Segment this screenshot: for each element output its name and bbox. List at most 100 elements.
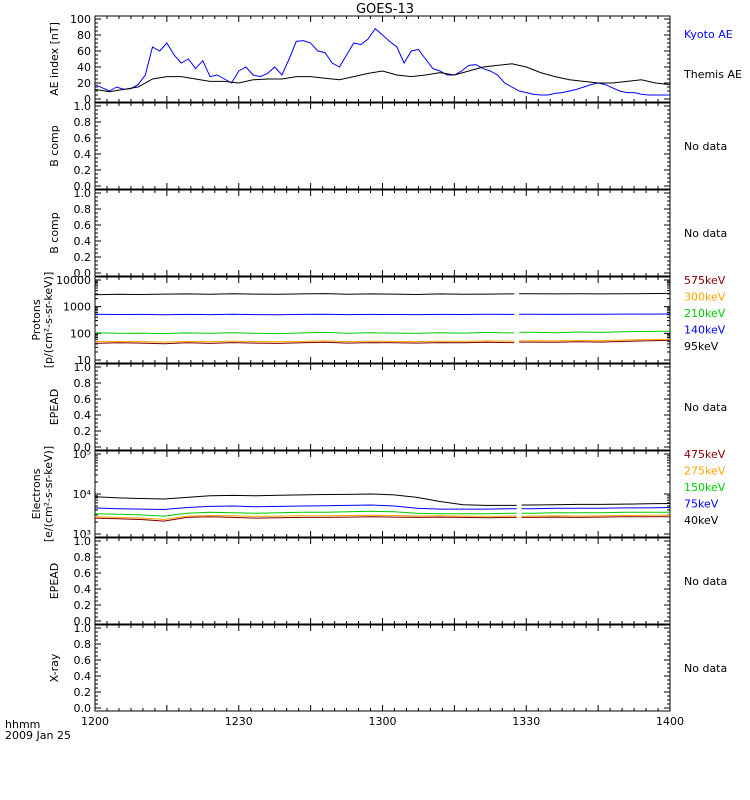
panel-frame bbox=[94, 189, 671, 277]
ytick-label: 0.2 bbox=[74, 599, 92, 612]
y-axis-unit-label: [e/(cm²-s-sr-keV)] bbox=[42, 446, 55, 542]
ytick-label: 0.0 bbox=[74, 441, 92, 454]
y-axis-label: Protons bbox=[30, 299, 43, 340]
series-line-themis-ae bbox=[94, 63, 671, 93]
series-line-140kev bbox=[94, 313, 515, 316]
time-axis: 1200 1230 1300 1330 1400 bbox=[81, 715, 684, 728]
panel-stack: 0 20 40 60 80 100 AE index [nT] Kyoto AE Themis … bbox=[30, 13, 742, 715]
series-line-150kev bbox=[521, 511, 670, 514]
ytick-label: 0.8 bbox=[74, 377, 92, 390]
ytick-label: 20 bbox=[77, 77, 91, 90]
date-label: 2009 Jan 25 bbox=[5, 729, 71, 742]
ytick-label: 0.0 bbox=[74, 702, 92, 715]
ytick-label: 0.2 bbox=[74, 251, 92, 264]
series-line-275kev bbox=[521, 514, 670, 517]
y-axis-label: Electrons bbox=[30, 468, 43, 519]
panel-frame bbox=[94, 363, 671, 451]
ytick-label: 0.0 bbox=[74, 267, 92, 280]
panel-frame bbox=[94, 276, 671, 364]
time-tick-label: 1330 bbox=[512, 715, 540, 728]
panel-bcomp2: 0.0 0.2 0.4 0.6 0.8 1.0 B comp No data bbox=[48, 187, 727, 280]
ytick-label: 10000 bbox=[56, 274, 91, 287]
panel-electrons: 10³ 10⁴ 10⁵ Electrons [e/(cm²-s-sr-keV)] 475k… bbox=[30, 446, 726, 542]
ytick-label: 0.6 bbox=[74, 219, 92, 232]
ytick-label: 1.0 bbox=[74, 187, 92, 200]
ytick-label: 0.4 bbox=[74, 670, 92, 683]
ytick-label: 0.4 bbox=[74, 583, 92, 596]
legend-entry: Kyoto AE bbox=[684, 28, 733, 41]
series-line-150kev bbox=[94, 510, 517, 517]
legend-entry: 275keV bbox=[684, 465, 726, 478]
y-axis-label: B comp bbox=[48, 125, 61, 167]
ytick-label: 10³ bbox=[73, 528, 91, 541]
panel-frame bbox=[94, 15, 671, 103]
panel-bcomp1: 0.0 0.2 0.4 0.6 0.8 1.0 B comp No data bbox=[48, 100, 727, 193]
ytick-label: 0.4 bbox=[74, 148, 92, 161]
legend-entry: 475keV bbox=[684, 448, 726, 461]
series-line-575kev bbox=[94, 341, 515, 345]
ytick-label: 0.0 bbox=[74, 180, 92, 193]
time-tick-label: 1400 bbox=[656, 715, 684, 728]
plot-title: GOES-13 bbox=[356, 2, 414, 17]
series-line-475kev bbox=[94, 516, 517, 522]
ytick-label: 0.2 bbox=[74, 164, 92, 177]
no-data-status: No data bbox=[684, 227, 727, 240]
ytick-label: 0.2 bbox=[74, 686, 92, 699]
ytick-label: 100 bbox=[70, 13, 91, 26]
legend-entry: 140keV bbox=[684, 324, 726, 337]
ytick-label: 0.0 bbox=[74, 615, 92, 628]
legend-entry: 75keV bbox=[684, 498, 719, 511]
time-tick-label: 1200 bbox=[81, 715, 109, 728]
series-line-300kev bbox=[94, 340, 515, 343]
y-axis-label: AE index [nT] bbox=[48, 22, 61, 96]
panel-xray: 0.0 0.2 0.4 0.6 0.8 1.0 X-ray No data bbox=[48, 622, 727, 715]
series-line-75kev bbox=[521, 507, 671, 510]
y-axis-label: X-ray bbox=[48, 653, 61, 682]
ytick-label: 1.0 bbox=[74, 100, 92, 113]
series-line-40kev bbox=[521, 503, 671, 506]
no-data-status: No data bbox=[684, 662, 727, 675]
ytick-label: 0.6 bbox=[74, 132, 92, 145]
no-data-status: No data bbox=[684, 401, 727, 414]
y-axis-label: EPEAD bbox=[48, 389, 61, 426]
y-axis-label: EPEAD bbox=[48, 563, 61, 600]
legend-entry: 575keV bbox=[684, 274, 726, 287]
time-unit-label: hhmm bbox=[5, 718, 40, 731]
ytick-label: 0.2 bbox=[74, 425, 92, 438]
panel-epead1: 0.0 0.2 0.4 0.6 0.8 1.0 EPEAD No data bbox=[48, 361, 727, 454]
series-line-210kev bbox=[94, 331, 515, 335]
legend-entry: 210keV bbox=[684, 307, 726, 320]
ytick-label: 10⁴ bbox=[73, 488, 92, 501]
ytick-label: 0.6 bbox=[74, 567, 92, 580]
ytick-label: 40 bbox=[77, 61, 91, 74]
series-line-40kev bbox=[94, 493, 517, 506]
legend-entry: Themis AE bbox=[683, 68, 742, 81]
ytick-label: 10 bbox=[77, 354, 91, 367]
ytick-label: 0.6 bbox=[74, 393, 92, 406]
series-line-275kev bbox=[94, 514, 517, 521]
panel-frame bbox=[94, 537, 671, 625]
ytick-label: 1000 bbox=[63, 301, 91, 314]
series-line-300kev bbox=[519, 338, 671, 342]
series-line-210kev bbox=[519, 330, 671, 334]
y-axis-unit-label: [p/(cm²-s-sr-keV)] bbox=[42, 272, 55, 369]
ytick-label: 10⁵ bbox=[73, 448, 91, 461]
panel-ae: 0 20 40 60 80 100 AE index [nT] Kyoto AE Themis … bbox=[48, 13, 742, 106]
ytick-label: 1.0 bbox=[74, 622, 92, 635]
series-line-95kev bbox=[94, 293, 515, 296]
series-line-kyoto-ae bbox=[94, 27, 670, 96]
ytick-label: 1.0 bbox=[74, 361, 92, 374]
ytick-label: 0 bbox=[84, 93, 91, 106]
panel-frame bbox=[94, 102, 671, 190]
panel-protons: 10 100 1000 10000 Protons [p/(cm²-s-sr-keV)] 5… bbox=[30, 272, 726, 369]
ytick-label: 100 bbox=[70, 327, 91, 340]
time-tick-label: 1300 bbox=[369, 715, 397, 728]
y-axis-label: B comp bbox=[48, 212, 61, 254]
series-line-575kev bbox=[519, 339, 671, 343]
ytick-label: 0.6 bbox=[74, 654, 92, 667]
series-line-475kev bbox=[521, 516, 670, 518]
ytick-label: 0.8 bbox=[74, 551, 92, 564]
ytick-label: 80 bbox=[77, 29, 91, 42]
legend-entry: 40keV bbox=[684, 514, 719, 527]
